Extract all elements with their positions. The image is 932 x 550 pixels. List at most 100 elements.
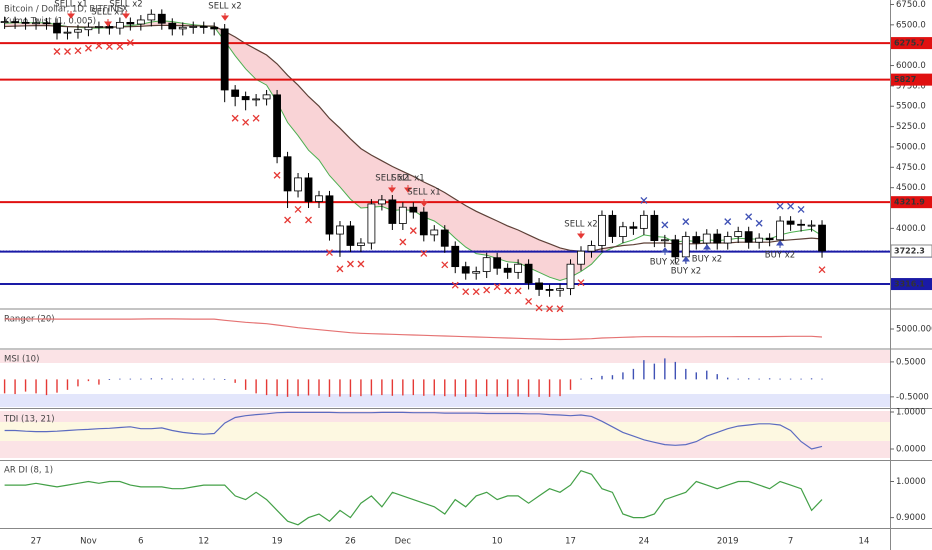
candle-body xyxy=(660,239,669,242)
indicator-bar xyxy=(234,379,236,383)
signal-marker xyxy=(116,43,124,51)
candle-body xyxy=(32,22,40,25)
signal-marker xyxy=(745,213,753,221)
candle-body xyxy=(598,214,606,246)
candle-body xyxy=(723,236,732,244)
ma-cloud xyxy=(4,20,613,281)
indicator-bar xyxy=(622,372,624,380)
indicator-bar xyxy=(747,378,750,380)
signal-marker xyxy=(661,221,669,229)
indicator-line xyxy=(4,469,823,526)
y-tick-label: -0.5000 xyxy=(896,392,929,402)
indicator-bar xyxy=(444,379,446,397)
tdi-upper-zone xyxy=(0,411,890,422)
signal-marker xyxy=(284,216,292,224)
indicator-bar xyxy=(433,379,435,396)
candle-body xyxy=(430,229,439,236)
candle-body xyxy=(702,233,711,244)
candle-body xyxy=(388,199,397,224)
candle-body xyxy=(566,263,575,290)
indicator-bar xyxy=(318,379,320,396)
indicator-bar xyxy=(129,378,132,380)
x-tick-label: 19 xyxy=(272,537,283,547)
candle-body xyxy=(95,26,103,28)
y-tick-label: 0.0000 xyxy=(896,445,926,455)
candle-body xyxy=(639,214,648,229)
signal-label: BUY x2 xyxy=(692,255,722,265)
y-tick-label: 0.9000 xyxy=(896,513,926,523)
indicator-bar xyxy=(674,361,677,380)
candle-body xyxy=(556,288,564,291)
candle-body xyxy=(241,96,250,101)
signal-marker xyxy=(326,249,333,257)
signal-marker xyxy=(305,216,312,224)
candle-body xyxy=(231,89,240,97)
signal-marker xyxy=(472,288,480,296)
candle-body xyxy=(74,29,82,33)
y-tick-label: 5000.0 xyxy=(896,142,926,152)
y-tick-label: 1.0000 xyxy=(896,407,926,417)
candle-body xyxy=(157,13,166,24)
signal-arrow xyxy=(420,199,428,207)
candle-body xyxy=(608,214,617,237)
signal-marker xyxy=(525,297,533,305)
indicator-bar xyxy=(412,379,415,396)
signal-marker xyxy=(493,283,501,291)
price-tag xyxy=(890,244,932,258)
indicator-bar xyxy=(150,378,153,380)
candle-body xyxy=(136,19,145,25)
y-tick-label: 4000.0 xyxy=(896,224,926,234)
tdi-middle-zone xyxy=(0,422,890,441)
panel-title: AR DI (8, 1) xyxy=(4,466,53,476)
indicator-bar xyxy=(454,379,456,397)
candle-body xyxy=(524,263,533,284)
signal-arrow xyxy=(661,247,669,255)
candle-body xyxy=(21,21,30,24)
indicator-bar xyxy=(485,379,488,397)
signal-label: BUY x2 xyxy=(765,251,795,261)
indicator-line xyxy=(4,411,823,450)
chart-title: Bitcoin / Dollar, 1D, BITFINEX xyxy=(4,5,128,15)
indicator-line xyxy=(4,318,823,341)
candle-body xyxy=(671,239,680,258)
candle-body xyxy=(42,22,51,25)
y-tick-label: 5500.0 xyxy=(896,102,926,112)
price-tag-label: 3722.3 xyxy=(894,246,925,255)
y-tick-label: 1.0000 xyxy=(896,477,926,487)
indicator-bar xyxy=(716,374,718,380)
indicator-bar xyxy=(727,377,729,380)
candle-body xyxy=(493,257,502,269)
y-tick-label: 5250.0 xyxy=(896,122,926,132)
indicator-bar xyxy=(108,379,111,380)
indicator-bar xyxy=(789,378,792,380)
indicator-bar xyxy=(276,379,278,397)
indicator-bar xyxy=(244,379,247,390)
indicator-bar xyxy=(265,379,268,396)
candle-body xyxy=(220,28,229,91)
signal-marker xyxy=(755,219,763,227)
indicator-bar xyxy=(559,379,561,397)
signal-marker xyxy=(409,227,417,235)
x-tick-label: 7 xyxy=(788,537,793,547)
level-tag-label: 6275.7 xyxy=(894,39,925,48)
signal-label: SELL x2 xyxy=(109,0,142,10)
indicator-bar xyxy=(465,379,467,397)
indicator-bar xyxy=(161,378,163,380)
candle-body xyxy=(189,26,198,28)
signal-marker xyxy=(546,305,554,313)
indicator-bar xyxy=(632,368,635,380)
candle-body xyxy=(650,214,659,241)
candle-body xyxy=(577,250,585,265)
candle-body xyxy=(419,211,428,236)
indicator-bar xyxy=(286,379,289,397)
indicator-bar xyxy=(810,378,813,380)
signal-label: SELL x1 xyxy=(407,188,440,198)
y-tick-label: 6000.0 xyxy=(896,61,926,71)
y-tick-label: 5750.0 xyxy=(896,81,926,91)
candle-body xyxy=(210,26,219,30)
signal-marker xyxy=(577,279,585,287)
signal-marker xyxy=(556,305,564,313)
indicator-bar xyxy=(339,379,341,397)
indicator-bar xyxy=(758,378,760,380)
